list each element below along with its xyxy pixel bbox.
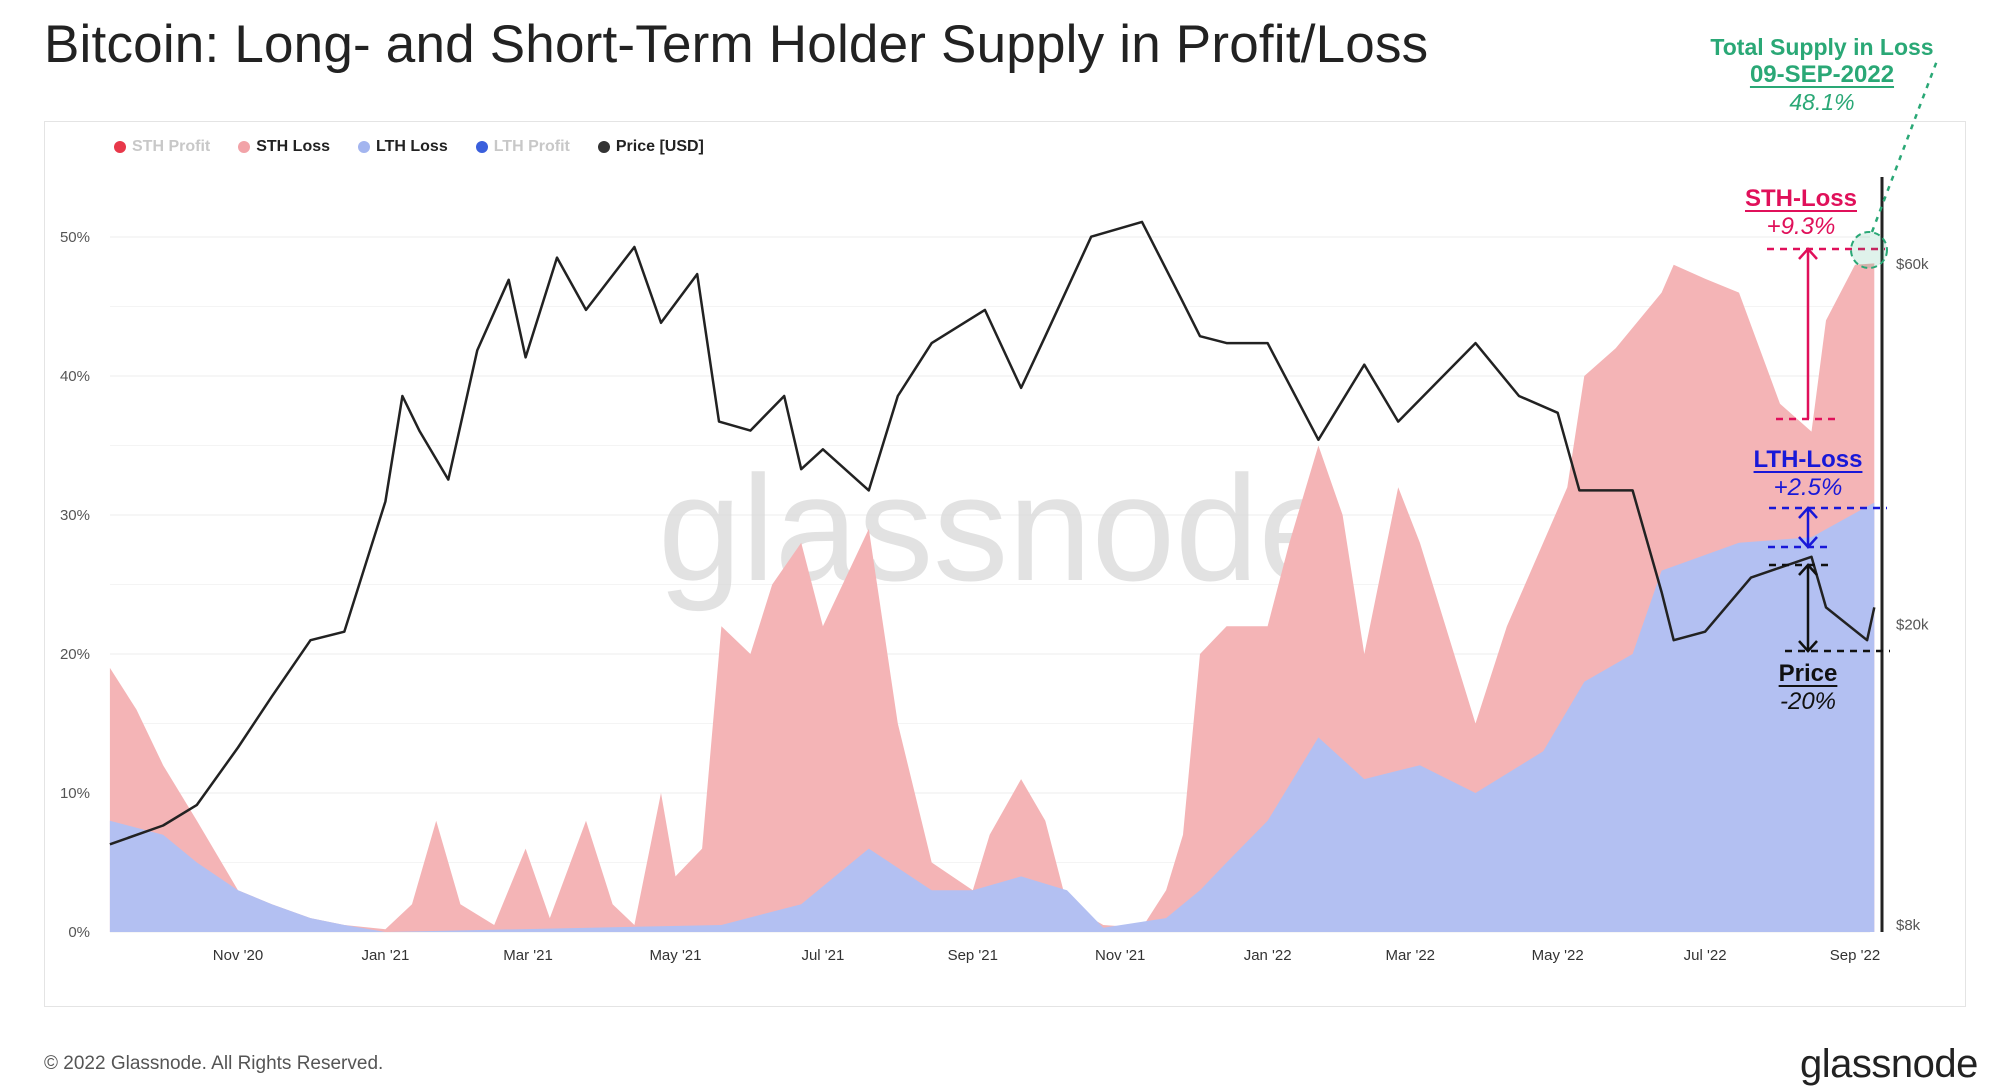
legend-label: LTH Profit — [493, 138, 570, 155]
legend-item-sth-profit[interactable]: STH Profit — [114, 138, 210, 156]
legend-item-lth-profit[interactable]: LTH Profit — [475, 138, 570, 156]
lth-loss-area — [109, 502, 1875, 932]
x-tick-label: Jan '22 — [1244, 947, 1292, 964]
price-arrow-head — [1798, 563, 1818, 576]
x-tick-label: Jan '21 — [361, 947, 409, 964]
price-arrow-head — [1798, 640, 1818, 653]
sth-arrow-head — [1798, 247, 1818, 260]
legend-label: Price [USD] — [615, 138, 704, 155]
annotation-title: STH-Loss — [1744, 185, 1858, 212]
annotation-sth-loss: STH-Loss +9.3% — [1745, 185, 1857, 241]
annotation-total-loss: Total Supply in Loss 09-SEP-2022 48.1% — [1710, 34, 1933, 116]
x-tick-label: Sep '22 — [1830, 947, 1880, 964]
x-tick-label: Jul '22 — [1684, 947, 1727, 964]
x-tick-label: Mar '22 — [1385, 947, 1435, 964]
legend-dot-icon — [114, 141, 126, 153]
legend-dot-icon — [358, 141, 371, 153]
x-tick-label: Nov '20 — [213, 947, 263, 964]
annotation-lth-loss: LTH-Loss +2.5% — [1754, 446, 1863, 502]
annotation-title: Price — [1778, 660, 1838, 687]
legend-item-price[interactable]: Price [USD] — [597, 138, 704, 156]
sth-loss-area — [109, 263, 1875, 932]
watermark: glassnode — [658, 444, 1342, 612]
total-loss-leader-line — [1870, 57, 1940, 233]
annotation-title: LTH-Loss — [1753, 446, 1863, 473]
x-tick-label: May '21 — [649, 947, 701, 964]
annotation-value: +2.5% — [1773, 474, 1843, 501]
annotation-value: +9.3% — [1766, 213, 1836, 240]
copyright-footer: © 2022 Glassnode. All Rights Reserved. — [44, 1053, 384, 1074]
chart-title: Bitcoin: Long- and Short-Term Holder Sup… — [44, 15, 1429, 74]
y-left-tick-label: 20% — [60, 646, 90, 663]
y-right-tick-label: $60k — [1896, 256, 1929, 273]
legend-dot-icon — [238, 141, 251, 153]
legend-label: STH Profit — [132, 138, 211, 155]
chart-frame — [44, 121, 1966, 1007]
y-left-tick-label: 30% — [60, 507, 90, 524]
x-tick-label: Jul '21 — [801, 947, 844, 964]
annotation-date: 09-SEP-2022 — [1749, 61, 1895, 88]
annotation-title: Total Supply in Loss — [1710, 34, 1934, 60]
annotation-value: -20% — [1779, 688, 1837, 715]
total-loss-highlight-circle — [1850, 231, 1888, 269]
y-left-tick-label: 10% — [60, 785, 90, 802]
y-right-tick-label: $20k — [1896, 616, 1929, 633]
annotation-value: 48.1% — [1789, 89, 1855, 115]
legend: STH Profit STH Loss LTH Loss LTH Profit … — [114, 138, 704, 156]
legend-label: LTH Loss — [376, 138, 448, 155]
legend-item-sth-loss[interactable]: STH Loss — [238, 138, 330, 156]
legend-dot-icon — [597, 141, 610, 153]
y-left-tick-label: 40% — [60, 368, 90, 385]
annotation-price: Price -20% — [1779, 660, 1838, 716]
x-tick-label: Sep '21 — [948, 947, 998, 964]
x-tick-label: May '22 — [1532, 947, 1584, 964]
legend-dot-icon — [475, 141, 488, 153]
x-tick-label: Nov '21 — [1095, 947, 1145, 964]
y-left-tick-label: 50% — [60, 229, 90, 246]
y-left-tick-label: 0% — [68, 924, 90, 941]
lth-arrow-head — [1798, 506, 1818, 519]
lth-arrow-head — [1798, 536, 1818, 549]
x-tick-label: Mar '21 — [503, 947, 553, 964]
y-right-tick-label: $8k — [1896, 917, 1921, 934]
legend-item-lth-loss[interactable]: LTH Loss — [358, 138, 448, 156]
glassnode-logo[interactable]: glassnode — [1800, 1042, 1978, 1086]
legend-label: STH Loss — [256, 138, 331, 155]
price-line — [109, 220, 1876, 846]
